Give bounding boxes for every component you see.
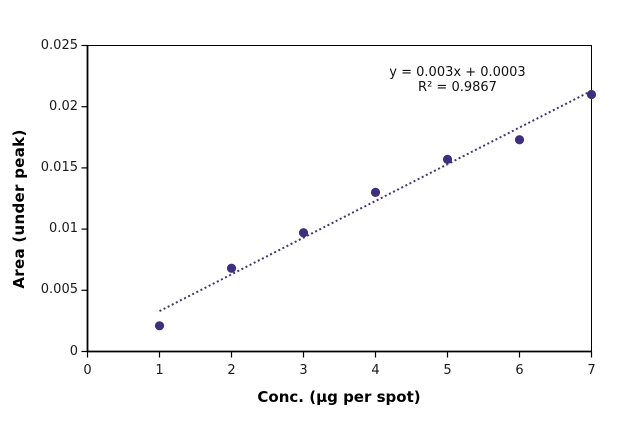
x-tick-label: 3: [299, 363, 308, 378]
x-tick-label: 7: [587, 363, 596, 378]
x-axis-title: Conc. (µg per spot): [257, 388, 421, 406]
data-point: [154, 321, 165, 331]
r-squared-text: R² = 0.9867: [418, 80, 497, 95]
trendline-annotation: y = 0.003x + 0.0003 R² = 0.9867: [375, 65, 540, 95]
data-point: [442, 154, 453, 164]
x-tick-label: 6: [515, 363, 524, 378]
data-point: [298, 228, 309, 238]
y-tick-label: 0.005: [40, 282, 78, 298]
x-tick-label: 5: [443, 363, 452, 378]
data-point: [514, 135, 525, 145]
y-tick-label: 0.025: [40, 37, 78, 53]
data-point: [370, 187, 381, 197]
y-tick-label: 0.02: [49, 98, 78, 114]
x-tick-label: 2: [227, 363, 236, 378]
plot-frame: [87, 45, 592, 352]
x-tick-label: 0: [83, 363, 92, 378]
x-tick-label: 4: [371, 363, 380, 378]
y-tick-label: 0.01: [49, 221, 78, 237]
data-point: [226, 263, 237, 273]
y-tick-label: 0.015: [40, 159, 78, 175]
y-tick-label: 0: [69, 343, 78, 359]
x-tick-label: 1: [155, 363, 164, 378]
trendline: [159, 89, 592, 312]
data-point: [586, 89, 597, 100]
equation-text: y = 0.003x + 0.0003: [389, 65, 526, 80]
